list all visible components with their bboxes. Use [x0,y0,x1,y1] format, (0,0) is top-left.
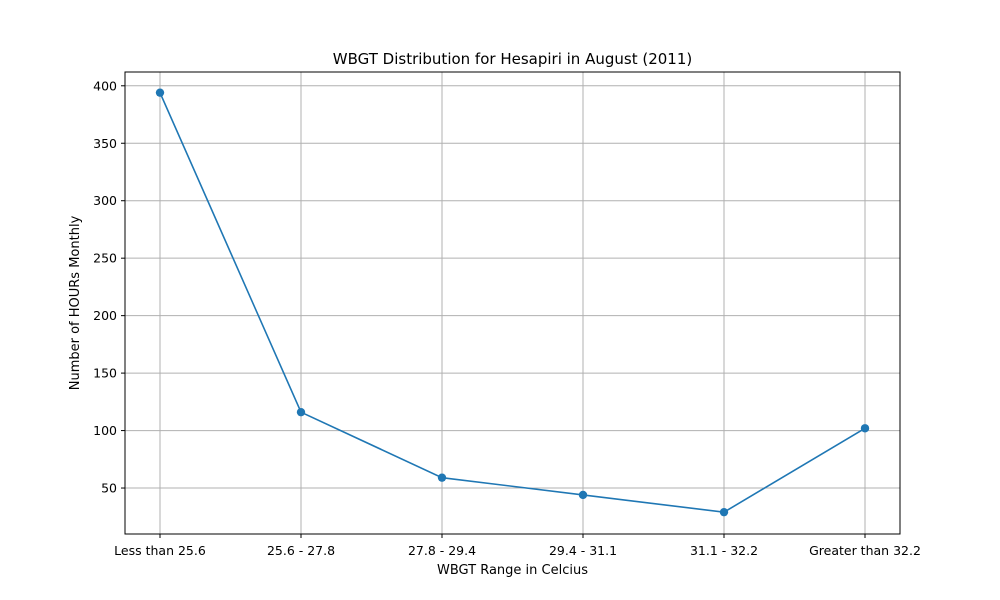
plot-frame [124,71,901,535]
x-tick-label: 27.8 - 29.4 [408,543,476,558]
y-tick-label: 150 [93,366,117,381]
grid-layer [125,72,900,534]
x-tick-label: Less than 25.6 [114,543,206,558]
data-point [860,424,870,433]
x-tick-label: 29.4 - 31.1 [549,543,617,558]
y-tick-label: 100 [93,423,117,438]
x-tick-label: Greater than 32.2 [809,543,921,558]
y-tick-label: 250 [93,251,117,266]
data-point [296,407,306,417]
y-axis-label: Number of HOURs Monthly [68,215,83,390]
data-point [437,473,447,482]
y-tick-label: 200 [93,308,117,323]
chart-title: WBGT Distribution for Hesapiri in August… [333,50,692,68]
series-layer [155,88,870,517]
y-tick-label: 350 [93,136,117,151]
x-tick-label: 25.6 - 27.8 [267,543,335,558]
x-axis-label: WBGT Range in Celcius [437,563,588,578]
x-tick-label: 31.1 - 32.2 [690,543,758,558]
y-tick-label: 400 [93,78,117,93]
tick-layer: 50 100 150 200 250 300 350 400 Less than 25.6 25.… [93,78,921,558]
y-tick-label: 300 [93,193,117,208]
data-point [578,490,588,500]
series-line [159,92,866,513]
data-point [719,507,729,517]
y-tick-label: 50 [101,481,117,496]
data-point [155,88,165,97]
